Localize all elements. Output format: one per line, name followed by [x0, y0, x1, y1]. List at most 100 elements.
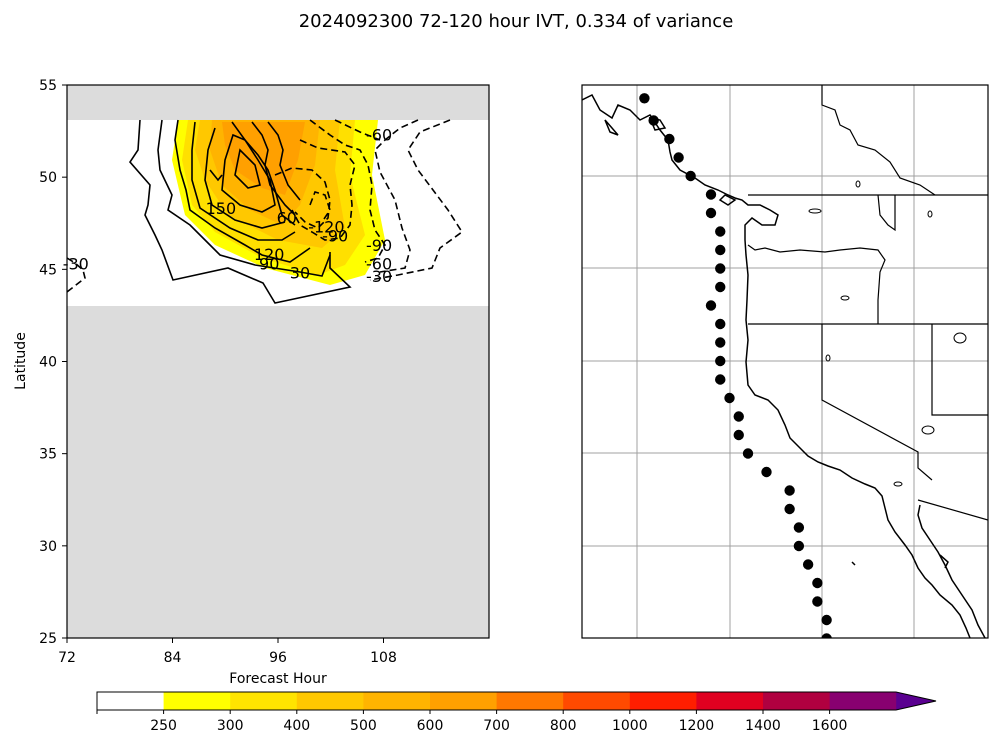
colorbar-segment [363, 692, 431, 710]
station-point [685, 170, 696, 182]
colorbar: 250 300 400 500 600 700 800 1000 1200 1400 1600 [96, 691, 937, 734]
contour-negative-30-left [66, 257, 86, 293]
station-point [639, 93, 650, 104]
island-path [851, 561, 856, 566]
contour-label: 30 [290, 264, 310, 283]
border-path [747, 244, 886, 324]
y-tick-label: 35 [39, 447, 57, 463]
map-lakes [808, 180, 967, 487]
station-point [715, 263, 726, 274]
island-path [939, 554, 949, 569]
coastline-path [582, 94, 971, 638]
station-point [733, 411, 744, 422]
contour-negative-120-inner [274, 167, 331, 229]
colorbar-segment [763, 692, 831, 710]
y-axis-ticks: 25 30 35 40 45 50 55 [39, 78, 67, 647]
colorbar-segments [97, 692, 936, 710]
colorbar-segment [496, 692, 564, 710]
y-tick-label: 40 [39, 355, 57, 371]
contour-label: -60 [366, 254, 392, 273]
lake-shape [953, 332, 967, 344]
contour-label: -60 [366, 125, 392, 144]
colorbar-segment [563, 692, 631, 710]
station-point [733, 429, 744, 441]
colorbar-outline [96, 691, 937, 711]
colorbar-tick-label: 1600 [812, 718, 848, 734]
contour-negative-60-outer [374, 119, 419, 273]
station-point [673, 152, 684, 163]
colorbar-segment [629, 692, 697, 710]
contour-negative-90 [309, 119, 386, 263]
colorbar-tick-label: 250 [150, 718, 177, 734]
x-tick-label: 84 [164, 650, 182, 666]
map-gridlines [582, 85, 988, 638]
station-point [715, 337, 726, 348]
y-tick-label: 25 [39, 631, 57, 647]
positive-contours [128, 119, 352, 304]
border-path [877, 194, 896, 232]
colorbar-segment [163, 692, 231, 710]
contour-label: 90 [259, 254, 279, 273]
colorbar-segment [230, 692, 298, 710]
lake-shape [840, 295, 850, 301]
border-path [917, 499, 988, 521]
contour-positive-120 [191, 121, 296, 241]
contour-negative-60-a [334, 119, 381, 141]
y-tick-label: 45 [39, 262, 57, 278]
colorbar-tick-label: 400 [283, 718, 310, 734]
colorbar-segment [97, 692, 165, 710]
contour-positive-60 [157, 119, 331, 277]
station-point [630, 75, 640, 85]
station-point [812, 577, 823, 589]
contour-positive-30 [128, 119, 352, 304]
colorbar-segment [696, 692, 764, 710]
border-path [821, 324, 933, 481]
border-path [931, 324, 988, 416]
station-markers [630, 75, 832, 638]
colorbar-tick-label: 500 [350, 718, 377, 734]
contour-positive-90 [174, 119, 311, 263]
contour-positive-180 [234, 148, 261, 189]
station-point [705, 189, 717, 200]
colorbar-segment [430, 692, 498, 710]
map-borders [747, 85, 988, 521]
coastline-path [917, 504, 986, 638]
colorbar-ticks: 250 300 400 500 600 700 800 1000 1200 1400 1600 [96, 710, 848, 734]
contour-positive-120-b [209, 169, 223, 182]
colorbar-tick-label: 800 [550, 718, 577, 734]
lake-shape [921, 425, 935, 435]
contour-positive-90-b [267, 121, 301, 201]
station-point [715, 374, 726, 385]
contour-label: 60 [277, 208, 297, 227]
colorbar-tick-label: 700 [483, 718, 510, 734]
lake-shape [893, 481, 903, 487]
contour-positive-150-inner [221, 133, 276, 213]
contour-label: 120 [254, 245, 285, 264]
station-point [705, 300, 717, 311]
station-point [715, 244, 726, 256]
contour-positive-150-outer [204, 127, 286, 229]
y-tick-label: 30 [39, 539, 57, 555]
missing-data-bottom [67, 306, 489, 638]
station-point [715, 318, 726, 330]
station-point [793, 540, 805, 552]
colorbar-tick-label: 600 [417, 718, 444, 734]
contour-label: -90 [366, 236, 392, 255]
station-point [715, 281, 726, 293]
station-point [793, 522, 805, 533]
x-tick-label: 108 [370, 650, 397, 666]
x-tick-label: 96 [269, 650, 287, 666]
x-tick-label: 72 [58, 650, 76, 666]
contour-label: 150 [206, 199, 237, 218]
colorbar-tick-label: 300 [217, 718, 244, 734]
y-axis-label: Latitude [13, 332, 29, 390]
colorbar-tick-label: 1000 [612, 718, 648, 734]
colorbar-segment [829, 692, 897, 710]
colorbar-extend-arrow [896, 692, 936, 710]
lake-shape [808, 208, 822, 214]
y-tick-label: 50 [39, 170, 57, 186]
station-point [715, 226, 726, 237]
